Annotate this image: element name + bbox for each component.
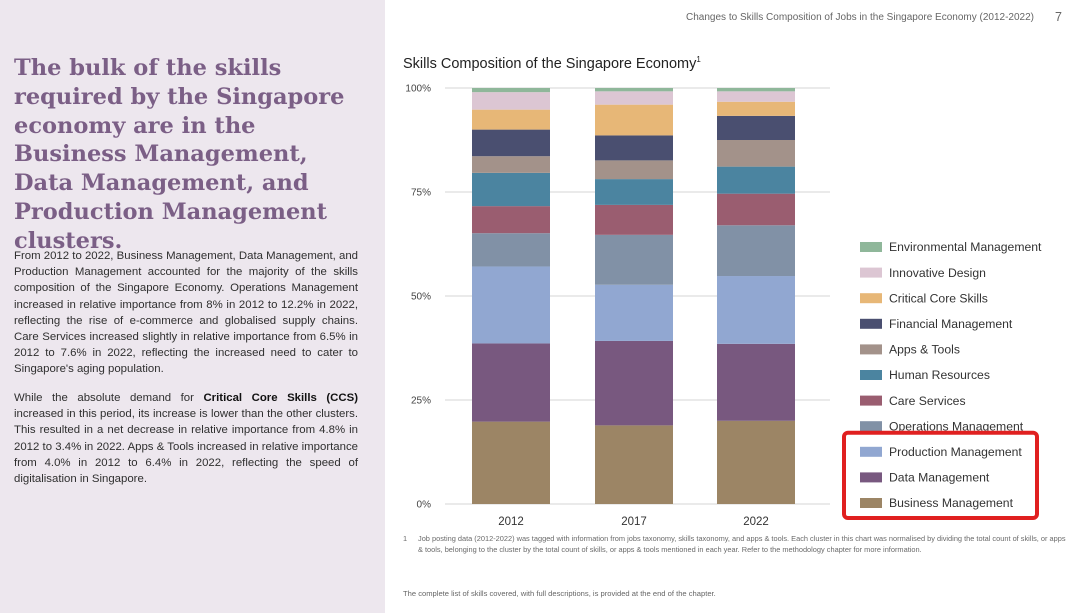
legend-swatch xyxy=(860,421,882,432)
legend-swatch xyxy=(860,267,882,278)
bar-segment-apps-tools xyxy=(472,156,550,173)
bar-segment-apps-tools xyxy=(595,160,673,180)
legend-label: Business Management xyxy=(889,496,1014,510)
legend-label: Human Resources xyxy=(889,368,990,382)
footnote-number: 1 xyxy=(403,534,408,543)
bar-segment-critical-core-skills xyxy=(717,101,795,116)
running-header: Changes to Skills Composition of Jobs in… xyxy=(686,12,1034,23)
x-tick-label: 2012 xyxy=(498,516,524,528)
bar-segment-environmental-management xyxy=(595,88,673,92)
x-tick-label: 2017 xyxy=(621,516,647,528)
legend-label: Data Management xyxy=(889,471,990,485)
bar-segment-data-management xyxy=(717,343,795,421)
bar-segment-operations-management xyxy=(472,233,550,267)
bar-segment-business-management xyxy=(717,420,795,504)
x-tick-label: 2022 xyxy=(743,516,769,528)
stacked-bar-chart: 0% 25% 50% 75% 100% 2012 2017 2022 Environmental… xyxy=(405,84,1042,529)
bottom-note: The complete list of skills covered, wit… xyxy=(403,589,716,598)
bar-segment-financial-management xyxy=(717,115,795,140)
bar-segment-care-services xyxy=(717,193,795,226)
y-tick-label: 100% xyxy=(405,84,431,95)
legend-swatch xyxy=(860,370,882,380)
bar-segment-innovative-design xyxy=(595,91,673,105)
legend-swatch xyxy=(860,318,882,329)
bar-segment-environmental-management xyxy=(472,88,550,93)
legend-swatch xyxy=(860,344,882,355)
bar-segment-operations-management xyxy=(717,225,795,277)
footnote-text: Job posting data (2012-2022) was tagged … xyxy=(418,534,1066,554)
legend-label: Care Services xyxy=(889,394,966,408)
legend-label: Financial Management xyxy=(889,317,1013,331)
bar-segment-financial-management xyxy=(472,129,550,157)
bar-segment-production-management xyxy=(472,266,550,344)
bar-segment-business-management xyxy=(472,421,550,504)
bar-segment-apps-tools xyxy=(717,140,795,167)
bar-segment-human-resources xyxy=(717,166,795,194)
legend-swatch xyxy=(860,446,882,457)
ccs-emphasis: Critical Core Skills (CCS) xyxy=(203,392,358,404)
bar-segment-human-resources xyxy=(595,179,673,205)
chart-title-footnote-marker: 1 xyxy=(696,55,701,64)
ccs-paragraph: While the absolute demand for Critical C… xyxy=(14,390,358,487)
legend-swatch xyxy=(860,395,882,406)
legend-label: Production Management xyxy=(889,445,1022,459)
legend-swatch xyxy=(860,293,882,304)
footnote: 1 Job posting data (2012-2022) was tagge… xyxy=(403,534,1068,555)
bar-segment-environmental-management xyxy=(717,88,795,92)
legend-swatch xyxy=(860,472,882,483)
legend-swatch xyxy=(860,498,882,508)
bar-segment-care-services xyxy=(595,204,673,235)
legend-label: Environmental Management xyxy=(889,240,1042,254)
bar-segment-data-management xyxy=(472,343,550,422)
y-tick-label: 25% xyxy=(411,396,431,407)
summary-paragraph: From 2012 to 2022, Business Management, … xyxy=(14,250,358,376)
ccs-paragraph-rest: increased in this period, its increase i… xyxy=(14,408,358,486)
bar-segment-innovative-design xyxy=(717,91,795,102)
bar-segment-production-management xyxy=(595,284,673,341)
bar-segment-human-resources xyxy=(472,172,550,207)
ccs-paragraph-lead: While the absolute demand for xyxy=(14,392,204,404)
legend-swatch xyxy=(860,242,882,252)
headline: The bulk of the skills required by the S… xyxy=(14,55,345,254)
legend-highlight-box xyxy=(842,430,1039,520)
y-tick-label: 50% xyxy=(411,292,431,303)
bar-segment-innovative-design xyxy=(472,92,550,110)
bar-segment-business-management xyxy=(595,425,673,504)
chart-title: Skills Composition of the Singapore Econ… xyxy=(403,55,701,72)
bar-segment-operations-management xyxy=(595,234,673,285)
bar-segment-data-management xyxy=(595,340,673,426)
page-number: 7 xyxy=(1055,10,1062,24)
legend-label: Apps & Tools xyxy=(889,343,960,357)
bar-segment-critical-core-skills xyxy=(472,109,550,130)
chart-title-text: Skills Composition of the Singapore Econ… xyxy=(403,55,697,72)
bar-segment-financial-management xyxy=(595,135,673,161)
bar-segment-care-services xyxy=(472,206,550,234)
summary-panel: The bulk of the skills required by the S… xyxy=(0,0,385,613)
legend-label: Critical Core Skills xyxy=(889,291,988,305)
bar-segment-production-management xyxy=(717,276,795,344)
y-tick-label: 0% xyxy=(417,500,432,511)
legend-label: Innovative Design xyxy=(889,266,986,280)
legend-label: Operations Management xyxy=(889,419,1024,433)
y-tick-label: 75% xyxy=(411,188,431,199)
bar-segment-critical-core-skills xyxy=(595,104,673,136)
